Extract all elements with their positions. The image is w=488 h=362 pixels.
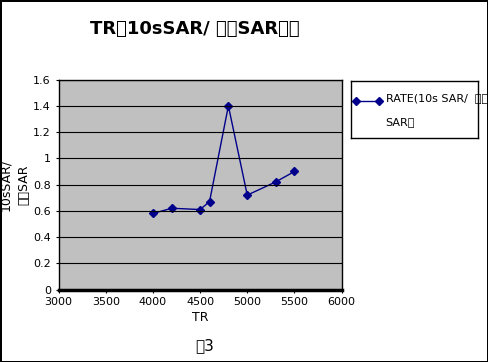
X-axis label: TR: TR xyxy=(192,311,208,324)
Text: TR与10sSAR/ 峰值SAR关系: TR与10sSAR/ 峰值SAR关系 xyxy=(90,20,300,38)
Text: SAR）: SAR） xyxy=(386,117,415,127)
Text: RATE(10s SAR/  峰值: RATE(10s SAR/ 峰值 xyxy=(386,93,488,103)
Text: 图3: 图3 xyxy=(196,338,214,353)
Y-axis label: 10sSAR/
峰值SAR: 10sSAR/ 峰值SAR xyxy=(0,159,30,211)
